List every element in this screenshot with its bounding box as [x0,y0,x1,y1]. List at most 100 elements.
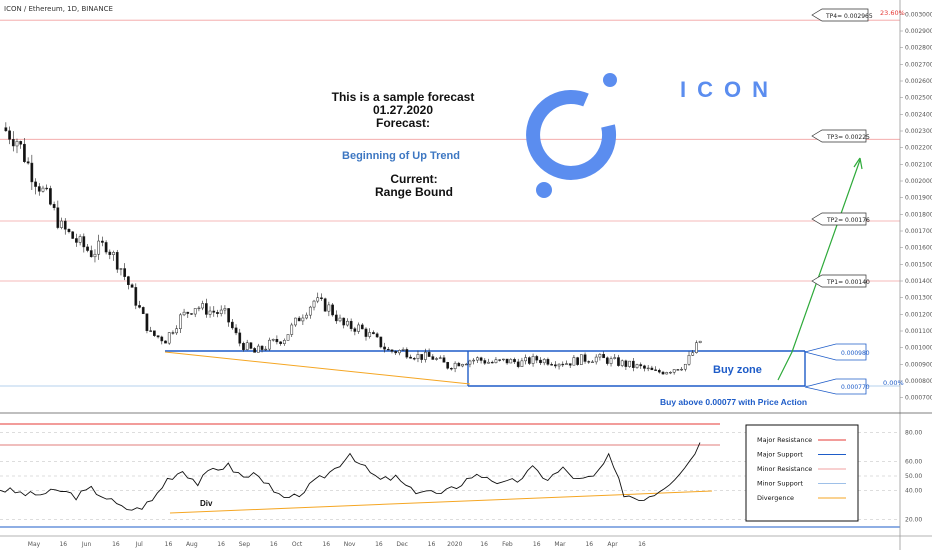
candle-body [4,127,8,132]
tp4-label: TP4= 0.002965 [825,13,873,20]
indicator-tick-label: 40.00 [905,488,922,495]
x-tick-label: 16 [638,541,646,548]
candle-body [264,348,268,351]
candle-body [204,303,208,315]
candle-body [23,143,26,162]
candle-body [468,360,472,365]
forecast-line-1: This is a sample forecast [332,90,475,104]
candle-body [138,305,141,308]
candle-body [212,310,216,313]
fib-bottom-label: 0.00% [883,379,904,387]
x-tick-label: Feb [502,541,513,548]
candle-body [253,348,256,353]
y-tick-label: 0.001600 [905,245,932,252]
candle-body [338,317,342,322]
candle-body [334,314,338,322]
candle-body [223,308,227,311]
box-bottom-callout: 0.000770 [804,378,870,395]
x-tick-label: 16 [112,541,120,548]
candle-body [494,359,498,363]
candle-body [483,360,487,364]
x-tick-label: 16 [428,541,436,548]
y-tick-label: 0.002400 [905,111,932,118]
y-tick-label: 0.002100 [905,161,932,168]
candle-body [669,371,672,374]
candle-body [45,187,49,190]
y-tick-label: 0.002900 [905,28,932,35]
y-tick-label: 0.000700 [905,395,932,402]
candle-body [531,356,535,364]
candle-body [8,130,11,140]
candle-body [498,359,502,361]
candle-body [453,362,457,369]
candle-body [34,181,37,187]
candle-body [164,340,167,344]
candle-body [680,368,683,371]
candle-body [171,332,175,334]
div-label: Div [200,499,213,508]
candle-body [613,357,617,359]
candle-body [305,314,308,319]
candle-body [160,336,164,342]
x-tick-label: 16 [533,541,541,548]
candle-body [286,334,290,341]
y-tick-label: 0.002700 [905,61,932,68]
x-tick-label: 2020 [447,541,462,548]
candle-body [89,250,93,258]
x-tick-label: 16 [375,541,383,548]
levels-layer [0,19,900,528]
candle-body [420,354,424,360]
candle-body [628,360,631,367]
forecast-arrow-head [853,157,863,170]
y-tick-label: 0.001000 [905,345,932,352]
x-tick-label: May [28,541,41,548]
y-tick-label: 0.001200 [905,311,932,318]
candle-body [602,354,605,359]
x-tick-label: Jun [81,541,92,548]
candle-body [67,228,71,233]
candle-body [375,333,379,338]
y-tick-label: 0.001800 [905,211,932,218]
candle-body [598,354,602,358]
x-tick-label: Mar [554,541,566,548]
candle-body [631,360,635,368]
candle-body [227,308,230,323]
y-tick-label: 0.002600 [905,78,932,85]
candle-body [71,231,75,239]
candle-body [112,252,115,255]
candle-body [60,220,63,228]
candle-body [312,300,316,308]
candle-body [190,313,193,315]
candle-body [416,354,420,359]
candle-body [479,357,483,361]
candle-body [372,332,375,335]
candle-body [502,358,505,361]
candle-body [368,332,372,337]
candle-body [431,356,435,360]
candle-body [509,359,513,364]
candle-body [256,345,260,353]
legend-label: Minor Support [757,480,803,488]
y-tick-label: 0.002500 [905,95,932,102]
forecast-date: 01.27.2020 [373,103,433,117]
buy-zone-label: Buy zone [713,364,762,376]
candle-body [86,246,89,251]
indicator-tick-label: 50.00 [905,473,922,480]
candle-body [683,363,687,370]
x-tick-label: 16 [59,541,67,548]
forecast-trend: Beginning of Up Trend [342,150,460,162]
candle-body [576,357,579,365]
candle-body [442,357,446,363]
y-tick-label: 0.000900 [905,361,932,368]
candle-body [149,330,153,332]
candle-body [579,354,583,365]
candle-body [620,360,624,366]
candle-body [294,317,297,326]
candle-body [405,349,409,358]
candle-body [457,362,461,367]
candle-body [234,327,238,334]
indicator-tick-label: 60.00 [905,459,922,466]
y-tick-label: 0.001300 [905,295,932,302]
candle-body [271,339,275,341]
